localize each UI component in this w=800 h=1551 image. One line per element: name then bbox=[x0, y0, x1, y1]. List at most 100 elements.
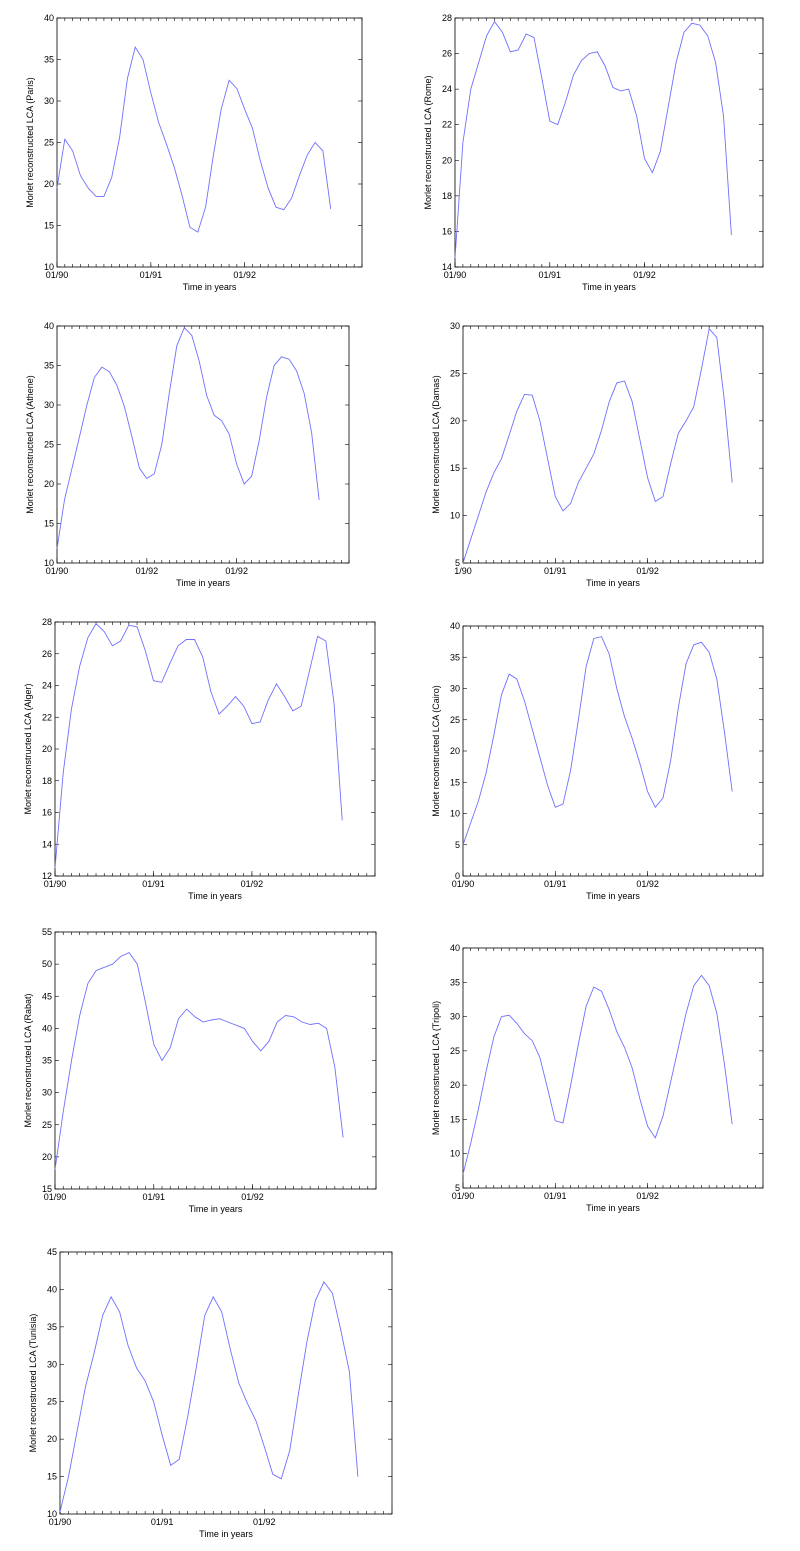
y-tick-label: 20 bbox=[44, 479, 54, 489]
y-tick-label: 35 bbox=[44, 55, 54, 65]
x-tick-label: 01/90 bbox=[452, 879, 475, 889]
y-tick-label: 25 bbox=[42, 1120, 52, 1130]
y-tick-label: 35 bbox=[47, 1322, 57, 1332]
y-tick-label: 5 bbox=[455, 558, 460, 568]
chart-panel: 10 15 20 25 30 35 40 01/90 01/91 01/92 Time in yea… bbox=[25, 13, 363, 292]
y-tick-label: 5 bbox=[455, 1183, 460, 1193]
x-tick-label: 01/91 bbox=[544, 879, 567, 889]
y-tick-label: 10 bbox=[450, 809, 460, 819]
x-axis-label: Time in years bbox=[586, 578, 640, 588]
y-axis-label: Morlet reconstructed LCA (Athene) bbox=[25, 375, 35, 514]
data-line bbox=[54, 622, 343, 869]
y-tick-label: 26 bbox=[42, 649, 52, 659]
y-tick-label: 22 bbox=[42, 712, 52, 722]
x-axis-label: Time in years bbox=[188, 891, 242, 901]
y-tick-label: 40 bbox=[44, 321, 54, 331]
y-tick-label: 15 bbox=[450, 777, 460, 787]
y-tick-label: 28 bbox=[42, 617, 52, 627]
x-tick-label: 01/92 bbox=[241, 879, 264, 889]
plot-frame bbox=[59, 1251, 393, 1515]
data-line bbox=[56, 326, 320, 549]
y-tick-label: 16 bbox=[442, 226, 452, 236]
x-tick-label: 01/92 bbox=[225, 566, 248, 576]
y-tick-label: 20 bbox=[42, 1152, 52, 1162]
x-axis-label: Time in years bbox=[183, 282, 237, 292]
y-tick-label: 26 bbox=[442, 49, 452, 59]
y-tick-label: 40 bbox=[450, 621, 460, 631]
y-tick-label: 30 bbox=[450, 684, 460, 694]
y-tick-label: 24 bbox=[42, 681, 52, 691]
y-tick-label: 25 bbox=[44, 440, 54, 450]
y-tick-label: 30 bbox=[42, 1088, 52, 1098]
y-tick-label: 20 bbox=[450, 416, 460, 426]
y-tick-label: 30 bbox=[450, 321, 460, 331]
y-tick-label: 20 bbox=[442, 155, 452, 165]
x-tick-label: 01/91 bbox=[143, 1192, 166, 1202]
y-tick-label: 20 bbox=[47, 1434, 57, 1444]
y-tick-label: 25 bbox=[450, 1046, 460, 1056]
x-axis-label: Time in years bbox=[199, 1529, 253, 1539]
plot-frame bbox=[454, 17, 764, 268]
plot-frame bbox=[56, 17, 363, 268]
y-tick-label: 15 bbox=[44, 519, 54, 529]
chart-panel: 5 10 15 20 25 30 35 40 01/90 01/91 01/92 Time in ye… bbox=[431, 943, 764, 1213]
y-tick-label: 16 bbox=[42, 808, 52, 818]
y-axis-label: Morlet reconstructed LCA (Tunisia) bbox=[28, 1314, 38, 1453]
y-tick-label: 35 bbox=[450, 652, 460, 662]
y-axis-label: Morlet reconstructed LCA (Paris) bbox=[25, 77, 35, 208]
data-line bbox=[462, 327, 733, 564]
x-tick-label: 01/92 bbox=[636, 566, 659, 576]
y-tick-label: 15 bbox=[44, 221, 54, 231]
y-tick-label: 40 bbox=[47, 1284, 57, 1294]
x-tick-label: 1/90 bbox=[454, 566, 472, 576]
y-axis-label: Morlet reconstructed LCA (Alger) bbox=[23, 683, 33, 814]
y-axis-label: Morlet reconstructed LCA (Rome) bbox=[423, 75, 433, 209]
data-line bbox=[59, 1281, 359, 1512]
plot-frame bbox=[462, 325, 764, 564]
y-tick-label: 40 bbox=[450, 943, 460, 953]
y-tick-label: 10 bbox=[450, 1149, 460, 1159]
x-axis-label: Time in years bbox=[586, 1203, 640, 1213]
y-axis-label: Morlet reconstructed LCA (Cairo) bbox=[431, 685, 441, 817]
y-tick-label: 40 bbox=[42, 1023, 52, 1033]
x-tick-label: 01/92 bbox=[636, 879, 659, 889]
y-tick-label: 30 bbox=[44, 400, 54, 410]
plot-frame bbox=[56, 325, 350, 564]
x-axis-label: Time in years bbox=[582, 282, 636, 292]
x-axis-label: Time in years bbox=[586, 891, 640, 901]
y-tick-label: 15 bbox=[450, 1114, 460, 1124]
x-tick-label: 01/92 bbox=[633, 270, 656, 280]
y-tick-label: 20 bbox=[450, 746, 460, 756]
y-tick-label: 25 bbox=[450, 368, 460, 378]
y-axis-label: Morlet reconstructed LCA (Tripoli) bbox=[431, 1001, 441, 1135]
y-tick-label: 35 bbox=[450, 977, 460, 987]
x-tick-label: 01/91 bbox=[142, 879, 165, 889]
y-tick-label: 45 bbox=[47, 1247, 57, 1257]
plot-frame bbox=[462, 625, 764, 877]
y-axis-label: Morlet reconstructed LCA (Rabat) bbox=[23, 993, 33, 1127]
y-tick-label: 50 bbox=[42, 959, 52, 969]
y-tick-label: 10 bbox=[47, 1509, 57, 1519]
x-tick-label: 01/91 bbox=[544, 566, 567, 576]
x-axis-label: Time in years bbox=[189, 1204, 243, 1214]
plot-frame bbox=[462, 947, 764, 1189]
x-tick-label: 01/90 bbox=[49, 1517, 72, 1527]
chart-panel: 14 16 18 20 22 24 26 28 01/90 01/91 01/92 Time in y… bbox=[423, 13, 764, 292]
y-tick-label: 25 bbox=[450, 715, 460, 725]
x-tick-label: 01/92 bbox=[636, 1191, 659, 1201]
chart-panel: 0 5 10 15 20 25 30 35 40 01/90 01/91 01/92 Time in y… bbox=[431, 621, 764, 901]
y-tick-label: 30 bbox=[47, 1359, 57, 1369]
x-axis-label: Time in years bbox=[176, 578, 230, 588]
x-tick-label: 01/92 bbox=[253, 1517, 276, 1527]
y-tick-label: 5 bbox=[455, 840, 460, 850]
x-tick-label: 01/92 bbox=[241, 1192, 264, 1202]
data-line bbox=[54, 952, 344, 1170]
chart-panel: 12 14 16 18 20 22 24 26 28 01/90 01/91 01/92 Time in… bbox=[23, 617, 376, 901]
y-tick-label: 20 bbox=[44, 179, 54, 189]
y-tick-label: 22 bbox=[442, 120, 452, 130]
y-tick-label: 24 bbox=[442, 84, 452, 94]
y-tick-label: 30 bbox=[450, 1012, 460, 1022]
